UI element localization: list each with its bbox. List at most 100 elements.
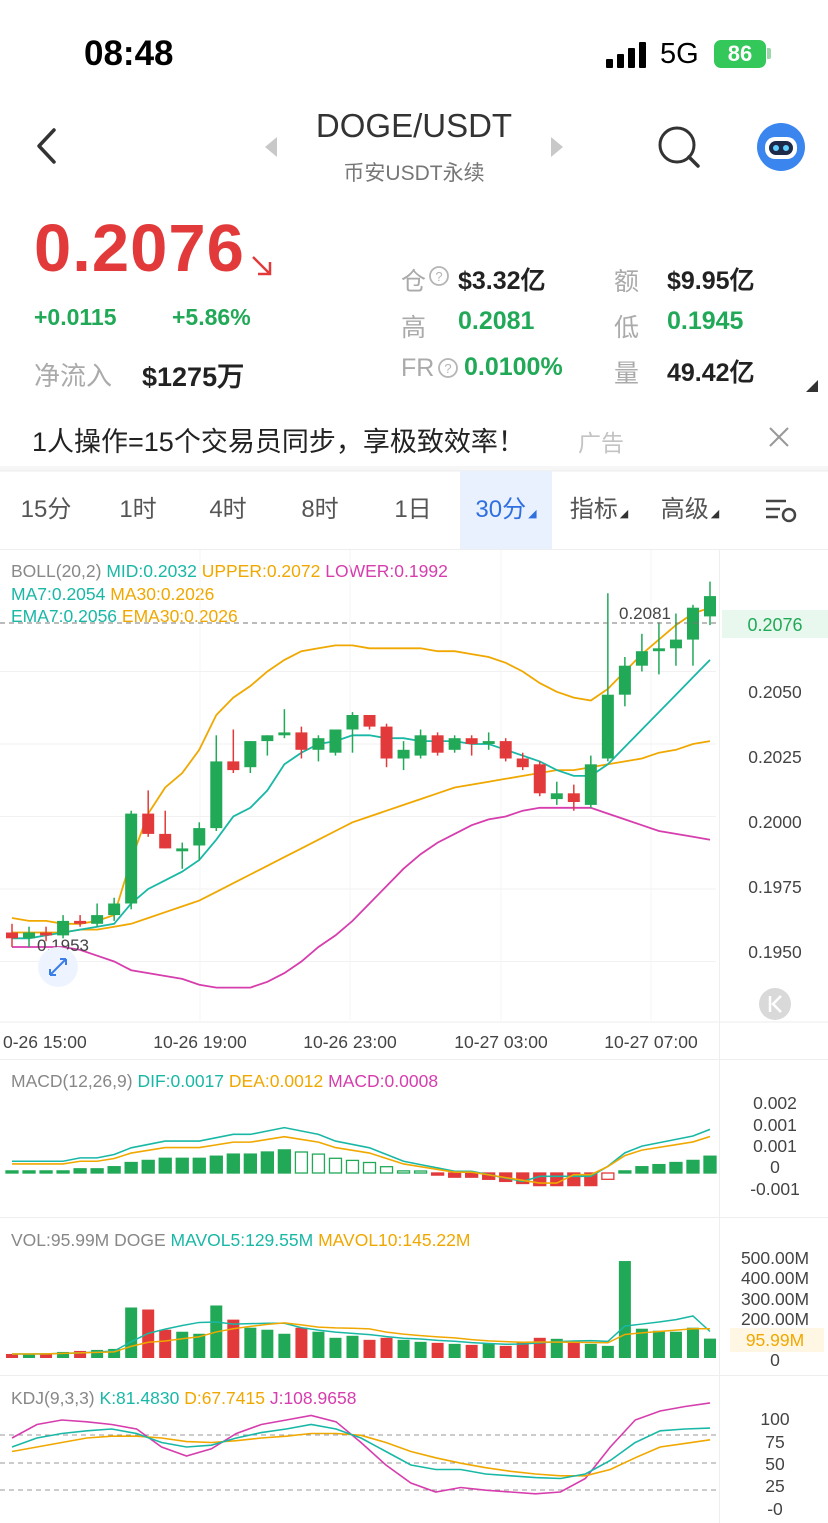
dropdown-triangle-icon: ◢ bbox=[528, 508, 537, 520]
candle-body bbox=[74, 920, 87, 924]
macd-bar bbox=[39, 1170, 53, 1174]
candle-body bbox=[397, 749, 410, 759]
candle-body bbox=[618, 665, 631, 695]
high-marker: 0.2081 bbox=[619, 604, 671, 623]
boll-lower-line bbox=[12, 806, 711, 989]
ad-text[interactable]: 1人操作=15个交易员同步，享极致效率！ bbox=[32, 427, 525, 457]
volume-bar bbox=[295, 1327, 308, 1358]
macd-bar bbox=[465, 1172, 479, 1178]
tab-indicators[interactable]: 指标 ◢ bbox=[560, 471, 638, 549]
boll-mid: MID:0.2032 bbox=[106, 561, 197, 581]
pair-subtitle: 币安USDT永续 bbox=[343, 162, 485, 185]
macd-bar bbox=[703, 1155, 717, 1174]
candle-body bbox=[448, 738, 461, 750]
battery-icon: 86 bbox=[714, 40, 766, 68]
y-tick: 0 bbox=[770, 1157, 780, 1177]
tab-indicators-label: 指标 bbox=[569, 496, 618, 523]
tab-15m[interactable]: 15分 bbox=[20, 496, 72, 523]
candle-body bbox=[278, 732, 291, 736]
divider bbox=[0, 1059, 828, 1060]
volume-bar bbox=[414, 1341, 427, 1358]
kdj-k-line bbox=[11, 1423, 711, 1480]
volume-bar bbox=[278, 1333, 291, 1358]
tab-1h[interactable]: 1时 bbox=[119, 496, 157, 523]
volume-bar bbox=[6, 1353, 18, 1358]
tab-8h[interactable]: 8时 bbox=[301, 496, 339, 523]
candle-body bbox=[91, 915, 104, 924]
info-icon[interactable]: ? bbox=[428, 265, 450, 287]
volume-bar bbox=[244, 1327, 257, 1358]
price-tag: 0.2076 bbox=[747, 615, 802, 635]
low-value: 0.1945 bbox=[667, 307, 744, 335]
prev-pair-icon[interactable] bbox=[264, 136, 278, 158]
expand-corner-icon[interactable] bbox=[806, 380, 818, 392]
scroll-to-latest-icon[interactable] bbox=[759, 988, 791, 1020]
y-tick: 50 bbox=[765, 1454, 785, 1474]
candle-body bbox=[125, 813, 138, 904]
candle-body bbox=[601, 694, 614, 759]
volume-bar bbox=[176, 1331, 189, 1358]
volume-bar bbox=[601, 1345, 614, 1358]
macd-bar bbox=[686, 1159, 700, 1174]
vol-legend: VOL:95.99M DOGE MAVOL5:129.55M MAVOL10:1… bbox=[11, 1230, 470, 1251]
x-tick: 10-26 19:00 bbox=[153, 1032, 247, 1052]
candle-body bbox=[142, 813, 155, 834]
search-icon[interactable] bbox=[656, 124, 702, 170]
macd-bar bbox=[141, 1159, 155, 1174]
robot-assistant-icon[interactable] bbox=[756, 122, 806, 172]
macd-dea-line bbox=[12, 1135, 711, 1184]
candle-body bbox=[652, 648, 665, 652]
tab-4h[interactable]: 4时 bbox=[209, 496, 247, 523]
candle-body bbox=[567, 793, 580, 802]
volume-bar bbox=[669, 1331, 682, 1358]
macd-bar bbox=[635, 1166, 649, 1174]
candle-body bbox=[346, 715, 359, 730]
candle-body bbox=[686, 607, 699, 640]
macd-bar bbox=[447, 1172, 462, 1178]
candle-body bbox=[550, 793, 563, 800]
y-tick: 25 bbox=[765, 1476, 784, 1496]
y-tick: -0 bbox=[767, 1499, 783, 1519]
next-pair-icon[interactable] bbox=[550, 136, 564, 158]
kdj-chart[interactable]: 100 75 50 25 -0 bbox=[0, 1376, 828, 1523]
candle-body bbox=[635, 651, 648, 666]
candle-body bbox=[380, 726, 393, 759]
close-icon[interactable] bbox=[768, 426, 790, 448]
last-price: 0.2076 bbox=[34, 211, 245, 286]
macd-chart[interactable]: 0.002 0.001 0.001 0 -0.001 bbox=[0, 1060, 828, 1218]
candle-body bbox=[669, 639, 682, 649]
volume-bar bbox=[431, 1342, 444, 1358]
volume-bar bbox=[363, 1339, 376, 1358]
back-icon[interactable] bbox=[34, 126, 60, 166]
macd-bar bbox=[362, 1161, 377, 1174]
chart-settings-icon[interactable] bbox=[764, 497, 798, 525]
dropdown-triangle-icon: ◢ bbox=[619, 508, 629, 520]
tab-1d[interactable]: 1日 bbox=[394, 496, 432, 523]
price-chart[interactable]: 0.2076 0.2081 0.1953 0.2050 0.2025 0.200… bbox=[0, 550, 828, 1060]
network-type: 5G bbox=[660, 38, 699, 70]
tab-advanced[interactable]: 高级 ◢ bbox=[650, 471, 730, 549]
tab-30m[interactable]: 30分 ◢ bbox=[460, 471, 552, 549]
volume-bar bbox=[40, 1353, 53, 1358]
kdj-j-line bbox=[11, 1402, 711, 1495]
candle-body bbox=[329, 729, 342, 753]
candle-body bbox=[176, 848, 189, 852]
volume-bar bbox=[125, 1307, 138, 1358]
volume-chart[interactable]: 500.00M 400.00M 300.00M 200.00M 95.99M 0 bbox=[0, 1218, 828, 1376]
volume-bar bbox=[397, 1339, 410, 1358]
info-icon[interactable]: ? bbox=[437, 357, 459, 379]
mavol5-line bbox=[12, 1315, 711, 1355]
volume-value: 49.42亿 bbox=[667, 359, 755, 387]
macd-bar bbox=[56, 1170, 70, 1174]
candle-body bbox=[108, 903, 121, 916]
candle-body bbox=[40, 932, 53, 936]
kdj-legend: KDJ(9,3,3) K:81.4830 D:67.7415 J:108.965… bbox=[11, 1388, 356, 1409]
candle-body bbox=[57, 920, 70, 936]
mavol5-value: MAVOL5:129.55M bbox=[170, 1230, 314, 1250]
macd-bar bbox=[396, 1170, 411, 1174]
macd-bar bbox=[243, 1153, 257, 1174]
boll-lower: LOWER:0.1992 bbox=[325, 561, 448, 581]
scroll-to-latest-arrow bbox=[768, 995, 782, 1013]
volume-bar bbox=[74, 1350, 87, 1358]
macd-bar bbox=[294, 1151, 309, 1174]
